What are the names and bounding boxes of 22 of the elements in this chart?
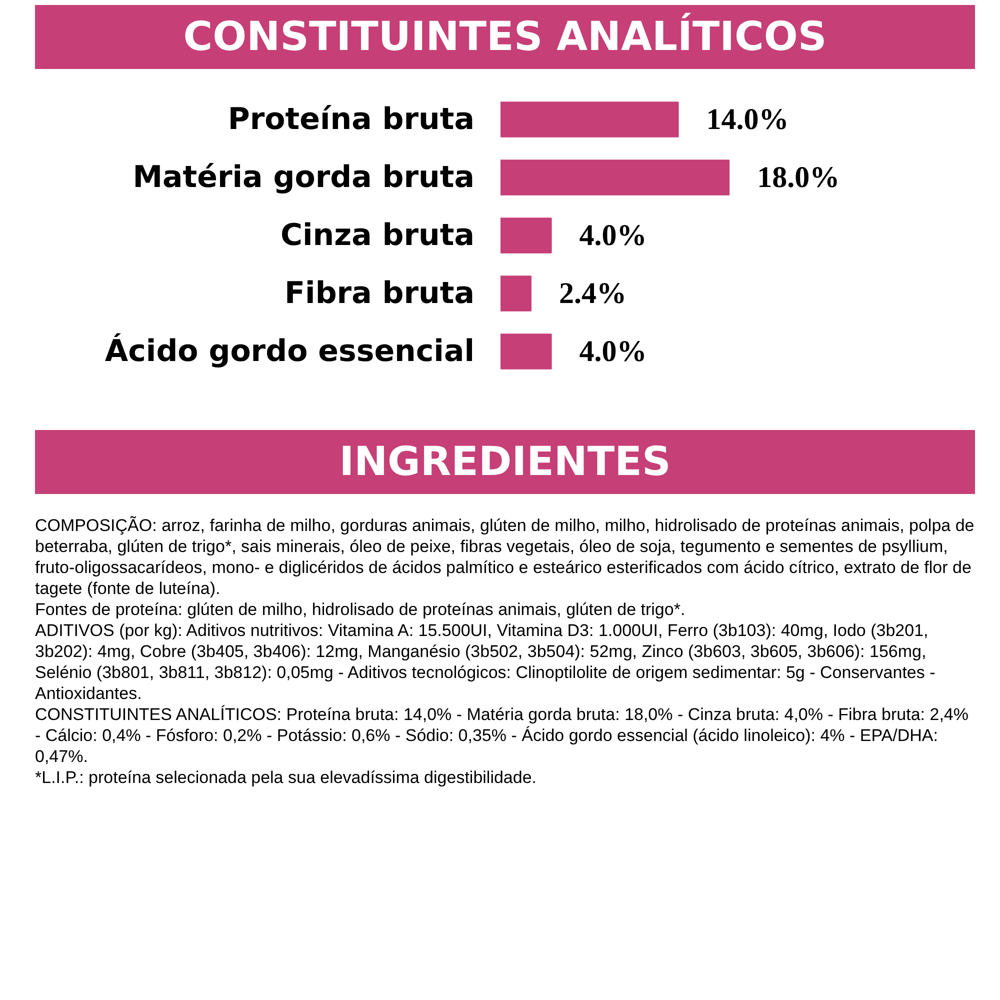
bar (500, 276, 532, 312)
bar (500, 102, 679, 138)
text: COMPOSIÇÃO: arroz, farinha de milho, gorduras animais, glúten de milho, milho, hidrolisado de proteínas animais, polpa de beterraba, glúten de trigo*, sais minerais, óleo de peixe, fibras vegetais, óleo de soja, tegumento e sementes de psyllium, fruto-oligossacarídeos, mono- e diglicéridos de ácidos palmítico e esteárico esterificados com ácido cítrico, extrato de flor de tagete (fonte de luteína). (35, 515, 975, 599)
data-label: 4.0% (579, 219, 647, 252)
bar (500, 160, 730, 196)
data-label: 18.0% (757, 161, 840, 194)
text: CONSTITUINTES ANALÍTICOS: Proteína bruta: 14,0% - Matéria gorda bruta: 18,0% - Cinza bruta: 4,0% - Fibra bruta: 2,4% - Cálcio: 0,4% - Fósforo: 0,2% - Potássio: 0,6% - Sódio: 0,35% - Ácido gordo essencial (ácido linoleico): 4% - EPA/DHA: 0,47%. (35, 704, 970, 767)
chart-title: CONSTITUINTES ANALÍTICOS (35, 5, 975, 69)
y-tick-label: Proteína bruta (228, 102, 475, 137)
data-label: 2.4% (558, 277, 626, 310)
y-tick-label: Cinza bruta (280, 218, 475, 253)
data-label: 4.0% (579, 335, 647, 368)
text: Fontes de proteína: glúten de milho, hidrolisado de proteínas animais, glúten de trigo*. (35, 599, 686, 620)
text: ADITIVOS (por kg): Aditivos nutritivos: Vitamina A: 15.500UI, Vitamina D3: 1.000UI, Ferro (3b103): 40mg, Iodo (3b201, 3b202): 4mg, Cobre (3b405, 3b406): 12mg, Manganésio (3b502, 3b504): 52mg, Zinco (3b603, 3b605, 3b606): 156mg, Selénio (3b801, 3b811, 3b812): 0,05mg - Aditivos tecnológicos: Clinoptilolite de origem sedimentar: 5g - Conservantes - Antioxidantes. (35, 620, 936, 704)
data-label: 14.0% (706, 103, 789, 136)
bar (500, 218, 552, 254)
y-tick-label: Matéria gorda bruta (132, 160, 475, 195)
text: *L.I.P.: proteína selecionada pela sua elevadíssima digestibilidade. (35, 767, 538, 788)
y-tick-label: Fibra bruta (284, 276, 475, 311)
text: INGREDIENTES (35, 430, 975, 494)
bar (500, 334, 552, 370)
y-tick-label: Ácido gordo essencial (104, 333, 475, 369)
